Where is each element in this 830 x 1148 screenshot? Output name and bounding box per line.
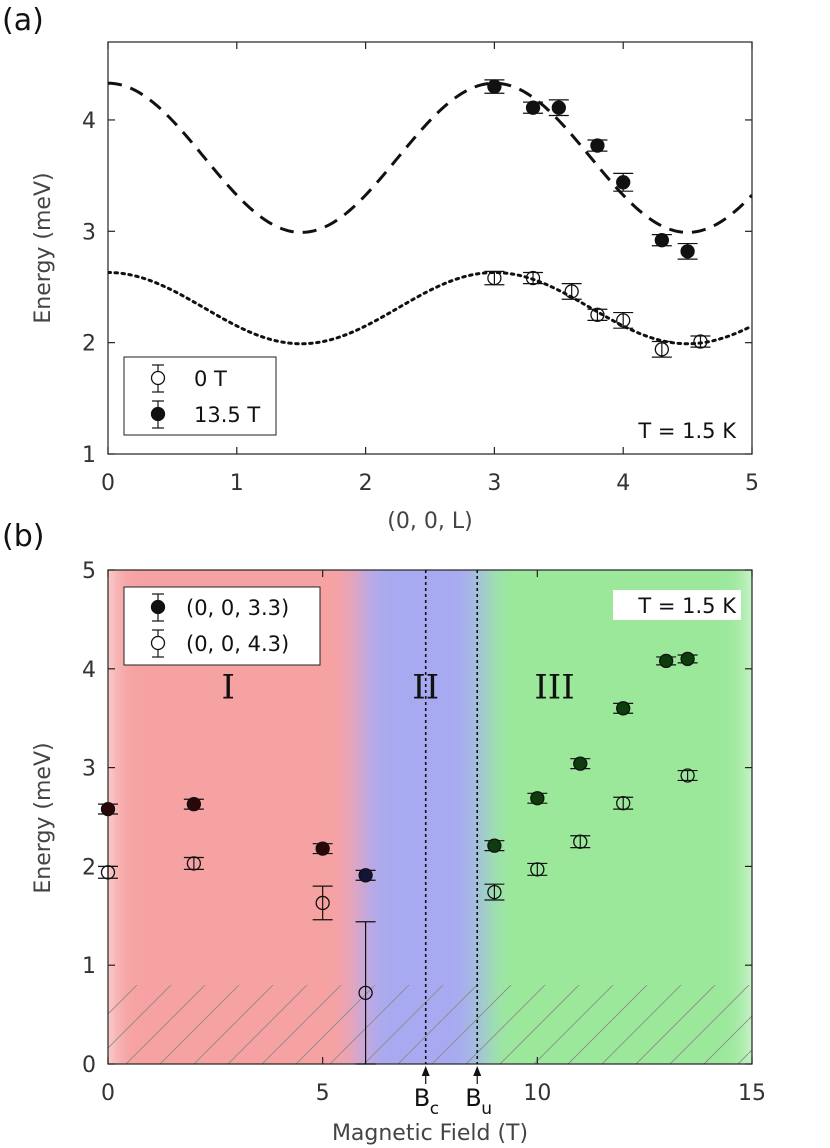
legend-marker-13.5T: [150, 400, 166, 429]
legend-marker-L3.3: [150, 593, 166, 622]
panel-b-temperature: T = 1.5 K: [637, 594, 737, 618]
panel-b-point: [312, 885, 333, 921]
panel-b-point: [656, 653, 677, 669]
y-tick-label: 2: [82, 332, 96, 357]
legend-marker-0T: [150, 364, 166, 393]
x-tick-label: 0: [101, 471, 115, 496]
panel-b-temperature-box: [613, 590, 741, 620]
panel-a-frame: [107, 41, 753, 455]
panel-b-point: [484, 838, 505, 853]
panel-a-point: [651, 233, 672, 248]
x-tick-label: 1: [230, 471, 244, 496]
panel-a-point: [613, 311, 634, 329]
x-tick-label: 15: [738, 1081, 766, 1106]
legend-label-0T: 0 T: [194, 367, 227, 391]
panel-a-point: [690, 334, 711, 349]
dashed-fit: [108, 81, 752, 234]
panel-a-legend: 0 T 13.5 T: [123, 356, 277, 436]
panel-a-ylabel: Energy (meV): [31, 172, 56, 323]
critical-field-subscript: c: [430, 1099, 439, 1119]
x-tick-label: 3: [487, 471, 501, 496]
legend-label-13.5T: 13.5 T: [194, 403, 260, 427]
panel-b-point: [183, 856, 204, 871]
x-tick-label: 0: [101, 1081, 115, 1106]
panel-b-point: [677, 651, 698, 667]
dotted-fit: [108, 270, 752, 346]
panel-a-points: [484, 79, 711, 358]
x-tick-label: 4: [616, 471, 630, 496]
panel-a-label: (a): [2, 3, 44, 38]
panel-a-point: [651, 340, 672, 358]
x-tick-label: 10: [523, 1081, 551, 1106]
panel-a-temperature: T = 1.5 K: [637, 419, 737, 443]
y-tick-label: 0: [82, 1053, 96, 1078]
panel-a-point: [587, 307, 608, 322]
y-tick-label: 3: [82, 757, 96, 782]
panel-b-frame: [107, 569, 753, 1065]
y-tick-label: 1: [82, 954, 96, 979]
panel-a-point: [484, 270, 505, 286]
critical-field-arrow: [473, 1066, 482, 1076]
panel-b-xlabel: Magnetic Field (T): [332, 1121, 528, 1146]
panel-b-points: [98, 651, 698, 1065]
panel-b-point: [484, 883, 505, 901]
x-tick-label: 5: [316, 1081, 330, 1106]
panel-a-point: [523, 270, 544, 286]
panel-b-ylabel: Energy (meV): [31, 742, 56, 893]
panel-b-legend: (0, 0, 3.3) (0, 0, 4.3): [123, 586, 321, 666]
y-tick-label: 4: [82, 109, 96, 134]
legend-label-L4.3: (0, 0, 4.3): [186, 632, 289, 656]
panel-b-point: [98, 801, 118, 817]
y-tick-label: 1: [82, 443, 96, 468]
panel-a-point: [561, 283, 582, 300]
region-II: [359, 570, 488, 1064]
panel-a-xlabel: (0, 0, L): [387, 509, 472, 534]
panel-b-point: [98, 865, 118, 880]
panel-a-fit-curves: [108, 81, 752, 346]
hatched-region: [108, 984, 752, 1064]
critical-field-symbol: B: [414, 1084, 430, 1112]
panel-b-point: [183, 797, 204, 812]
y-tick-label: 4: [82, 658, 96, 683]
panel-a-point: [587, 138, 608, 153]
panel-a-legend-box: [123, 356, 277, 436]
x-tick-label: 2: [359, 471, 373, 496]
panel-a-point: [548, 99, 569, 117]
panel-b-point: [570, 756, 591, 771]
panel-a-point: [677, 242, 698, 260]
panel-b-point: [613, 701, 634, 716]
panel-b-point: [613, 796, 634, 811]
panel-b-point: [527, 791, 548, 806]
panel-b-ticks: 0 5 10 15 0 1 2 3 4 5: [82, 559, 766, 1106]
panel-b-point: [527, 862, 548, 877]
panel-b-point: [355, 868, 376, 883]
panel-b-point: [570, 834, 591, 849]
panel-b-point: [312, 841, 333, 856]
panel-b-point: [355, 921, 376, 1065]
region-labels: I II III: [221, 667, 574, 707]
panel-b-label: (b): [2, 519, 44, 554]
y-tick-label: 2: [82, 855, 96, 880]
panel-a-point: [523, 100, 544, 115]
panel-b-point: [677, 768, 698, 783]
y-tick-label: 3: [82, 220, 96, 245]
panel-a-point: [484, 79, 505, 94]
region-label-III: III: [534, 667, 574, 707]
critical-field-symbol: B: [465, 1084, 481, 1112]
y-tick-label: 5: [82, 559, 96, 584]
panel-a-point: [613, 172, 634, 192]
x-tick-label: 5: [745, 471, 759, 496]
critical-field-subscript: u: [481, 1099, 492, 1119]
region-label-II: II: [412, 667, 439, 707]
region-label-I: I: [221, 667, 234, 707]
region-III: [483, 570, 752, 1064]
critical-field-arrow: [421, 1066, 430, 1076]
legend-marker-L4.3: [150, 629, 166, 658]
legend-label-L3.3: (0, 0, 3.3): [186, 596, 289, 620]
